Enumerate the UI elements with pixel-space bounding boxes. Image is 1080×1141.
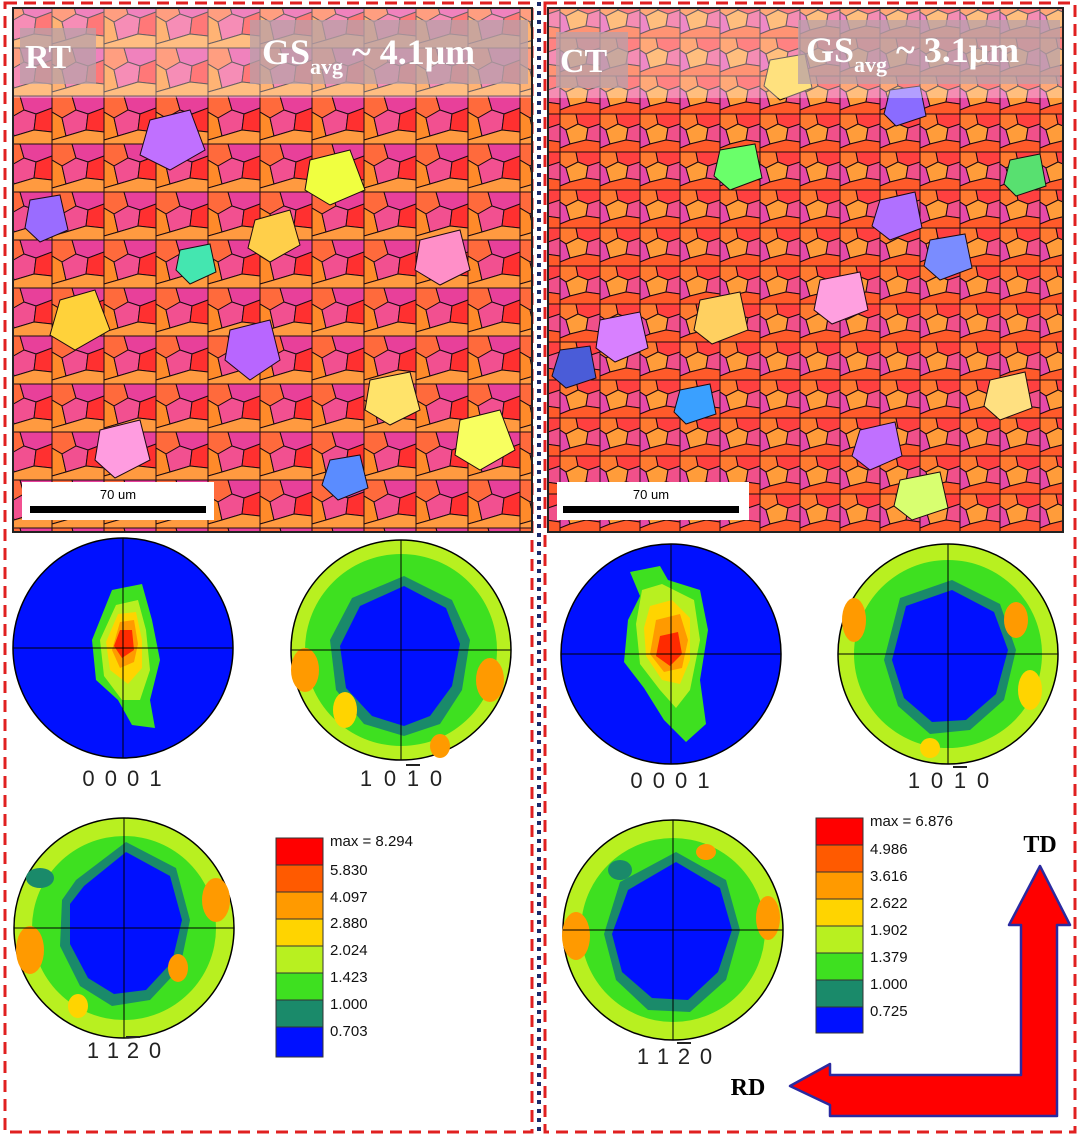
svg-text:1: 1 bbox=[908, 768, 920, 793]
right-legend-level: 3.616 bbox=[870, 868, 908, 885]
td-axis-label: TD bbox=[1023, 832, 1056, 858]
right-legend-level: 4.986 bbox=[870, 841, 908, 858]
svg-text:1: 1 bbox=[360, 766, 372, 791]
svg-text:0: 0 bbox=[700, 1044, 712, 1069]
svg-text:1: 1 bbox=[107, 1038, 119, 1063]
svg-text:0: 0 bbox=[384, 766, 396, 791]
rd-axis-label: RD bbox=[731, 1075, 766, 1101]
right-legend-level: 0.725 bbox=[870, 1003, 908, 1020]
right-pole-figure-0001 bbox=[560, 543, 782, 765]
right-grain-size: GSavg ~ 3.1μm bbox=[806, 30, 1019, 77]
right-scale-bar: 70 um bbox=[557, 482, 749, 520]
left-gs-box bbox=[250, 20, 528, 84]
right-scale-label: 70 um bbox=[633, 487, 669, 502]
left-legend-level: 1.000 bbox=[330, 996, 368, 1013]
svg-text:1: 1 bbox=[657, 1044, 669, 1069]
right-legend-level: 1.902 bbox=[870, 922, 908, 939]
svg-text:2: 2 bbox=[127, 1038, 139, 1063]
right-legend-level: 1.000 bbox=[870, 976, 908, 993]
svg-text:0: 0 bbox=[149, 1038, 161, 1063]
left-scale-bar: 70 um bbox=[22, 482, 214, 520]
left-legend-level: 2.024 bbox=[330, 942, 368, 959]
svg-text:0: 0 bbox=[931, 768, 943, 793]
left-ebsd-map bbox=[13, 8, 532, 532]
svg-text:1: 1 bbox=[954, 768, 966, 793]
left-legend-swatches bbox=[275, 837, 324, 1058]
left-pole-figure-1120 bbox=[13, 817, 235, 1039]
left-pole-figure-1010 bbox=[290, 539, 512, 761]
right-gs-box bbox=[798, 20, 1060, 84]
left-grain-size: GSavg ~ 4.1μm bbox=[262, 32, 475, 79]
right-label-box bbox=[556, 32, 628, 88]
right-legend-swatches bbox=[815, 817, 864, 1034]
svg-text:2: 2 bbox=[678, 1044, 690, 1069]
left-scale-label: 70 um bbox=[100, 487, 136, 502]
left-legend-level: 5.830 bbox=[330, 862, 368, 879]
right-basal-label: 0 0 0 1 bbox=[630, 768, 711, 793]
td-rd-arrow bbox=[788, 864, 1072, 1118]
left-legend-level: 1.423 bbox=[330, 969, 368, 986]
right-legend-max: max = 6.876 bbox=[870, 813, 953, 830]
right-panel-frame bbox=[543, 1, 1077, 1134]
right-pyramid-label: 1 1 2 0 bbox=[637, 1042, 712, 1069]
left-legend-level: 4.097 bbox=[330, 889, 368, 906]
svg-text:1: 1 bbox=[407, 766, 419, 791]
left-legend-level: 2.880 bbox=[330, 915, 368, 932]
right-sample-label: CT bbox=[560, 43, 608, 80]
right-pole-figure-1120 bbox=[562, 819, 784, 1041]
right-legend: max = 6.876 4.986 3.616 2.622 1.902 1.37… bbox=[815, 813, 953, 1034]
left-legend: max = 8.294 5.830 4.097 2.880 2.024 1.42… bbox=[275, 833, 413, 1058]
svg-text:0: 0 bbox=[430, 766, 442, 791]
svg-text:0: 0 bbox=[977, 768, 989, 793]
left-panel-frame bbox=[3, 1, 534, 1134]
svg-text:1: 1 bbox=[637, 1044, 649, 1069]
right-prism-label: 1 0 1 0 bbox=[908, 766, 989, 793]
left-sample-label: RT bbox=[25, 39, 71, 76]
left-legend-max: max = 8.294 bbox=[330, 833, 413, 850]
left-label-box bbox=[20, 28, 96, 84]
left-pyramid-label: 1 1 2 0 bbox=[87, 1036, 161, 1063]
right-pole-figure-1010 bbox=[837, 543, 1059, 765]
svg-text:1: 1 bbox=[87, 1038, 99, 1063]
left-legend-level: 0.703 bbox=[330, 1023, 368, 1040]
left-basal-label: 0 0 0 1 bbox=[82, 766, 163, 791]
left-pole-figure-0001 bbox=[12, 537, 234, 759]
left-prism-label: 1 0 1 0 bbox=[360, 764, 442, 791]
right-legend-level: 1.379 bbox=[870, 949, 908, 966]
right-legend-level: 2.622 bbox=[870, 895, 908, 912]
